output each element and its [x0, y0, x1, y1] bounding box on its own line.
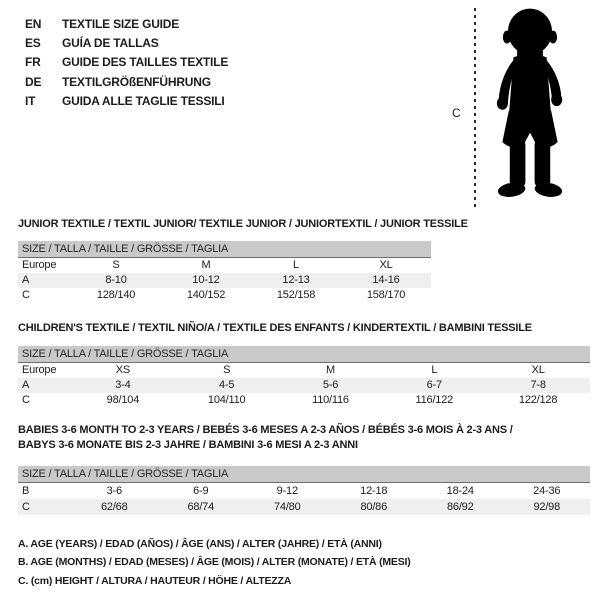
size-value: XL — [531, 364, 545, 376]
age-value: 12-13 — [282, 274, 310, 286]
size-value: M — [326, 364, 335, 376]
age-value: 7-8 — [530, 379, 546, 391]
table-row: C 128/140 140/152 152/158 158/170 — [18, 288, 431, 303]
language-code: ES — [25, 36, 41, 51]
table-row: C 62/68 68/74 74/80 80/86 86/92 92/98 — [18, 499, 590, 515]
height-value: 122/128 — [518, 394, 558, 406]
footnote-b: B. AGE (MONTHS) / EDAD (MESES) / ÂGE (MO… — [18, 556, 411, 569]
language-code: IT — [25, 93, 36, 108]
age-value: 8-10 — [105, 274, 127, 286]
height-value: 158/170 — [366, 289, 406, 301]
age-value: 6-9 — [193, 485, 209, 497]
height-value: 62/68 — [100, 501, 128, 513]
language-title: GUÍA DE TALLAS — [62, 36, 159, 51]
junior-size-table: SIZE / TALLA / TAILLE / GRÖSSE / TAGLIA … — [18, 241, 431, 303]
children-section-title: CHILDREN'S TEXTILE / TEXTIL NIÑO/A / TEX… — [18, 322, 532, 334]
row-label: Europe — [22, 259, 57, 271]
table-row: C 98/104 104/110 110/116 116/122 122/128 — [18, 393, 590, 408]
footnote-a: A. AGE (YEARS) / EDAD (AÑOS) / ÂGE (ANS)… — [18, 538, 382, 550]
language-code: DE — [25, 74, 42, 89]
height-value: 68/74 — [187, 501, 215, 513]
height-value: 80/86 — [360, 501, 388, 513]
table-row: B 3-6 6-9 9-12 12-18 18-24 24-36 — [18, 483, 590, 499]
row-label: C — [22, 394, 30, 406]
children-size-table: SIZE / TALLA / TAILLE / GRÖSSE / TAGLIA … — [18, 346, 590, 408]
language-list: EN TEXTILE SIZE GUIDE ES GUÍA DE TALLAS FR… — [25, 15, 228, 111]
language-title: GUIDA ALLE TAGLIE TESSILI — [62, 93, 225, 108]
size-value: S — [223, 364, 231, 376]
size-value: XS — [115, 364, 131, 376]
age-value: 4-5 — [219, 379, 235, 391]
size-value: L — [431, 364, 438, 376]
table-row: A 8-10 10-12 12-13 14-16 — [18, 273, 431, 288]
language-item-it: IT GUIDA ALLE TAGLIE TESSILI — [25, 92, 228, 111]
language-item-de: DE TEXTILGRÖßENFÜHRUNG — [25, 73, 228, 92]
height-value: 116/122 — [415, 394, 454, 406]
height-value: 110/116 — [312, 394, 349, 406]
size-value: M — [201, 259, 211, 271]
babies-title-line2: BABYS 3-6 MONATE BIS 2-3 JAHRE / BAMBINI… — [18, 439, 358, 451]
age-value: 3-4 — [115, 379, 131, 391]
height-value: 140/152 — [186, 289, 226, 301]
language-title: GUIDE DES TAILLES TEXTILE — [62, 55, 229, 70]
age-value: 9-12 — [276, 485, 298, 497]
age-value: 3-6 — [106, 485, 123, 497]
row-label: C — [22, 289, 30, 301]
size-header-bar: SIZE / TALLA / TAILLE / GRÖSSE / TAGLIA — [18, 346, 590, 363]
height-measure-line — [474, 8, 476, 208]
height-value: 152/158 — [276, 289, 316, 301]
babies-size-table: SIZE / TALLA / TAILLE / GRÖSSE / TAGLIA … — [18, 466, 590, 515]
babies-title-line1: BABIES 3-6 MONTH TO 2-3 YEARS / BEBÉS 3-… — [18, 424, 513, 436]
table-row: Europe S M L XL — [18, 258, 431, 273]
footnote-c: C. (cm) HEIGHT / ALTURA / HAUTEUR / HÖHE… — [18, 574, 292, 587]
age-value: 14-16 — [372, 274, 400, 286]
language-item-fr: FR GUIDE DES TAILLES TEXTILE — [25, 53, 228, 72]
age-value: 5-6 — [322, 379, 339, 391]
language-title: TEXTILGRÖßENFÜHRUNG — [62, 74, 211, 89]
row-label: B — [22, 485, 30, 497]
row-label: A — [22, 274, 30, 286]
row-label: C — [22, 501, 30, 513]
age-value: 24-36 — [533, 485, 561, 497]
language-title: TEXTILE SIZE GUIDE — [62, 17, 180, 31]
junior-section-title: JUNIOR TEXTILE / TEXTIL JUNIOR/ TEXTILE … — [18, 218, 468, 230]
height-value: 92/98 — [533, 501, 561, 513]
language-item-en: EN TEXTILE SIZE GUIDE — [25, 15, 228, 34]
age-value: 12-18 — [360, 485, 388, 497]
row-label: Europe — [22, 364, 57, 376]
age-value: 18-24 — [446, 485, 474, 497]
table-row: A 3-4 4-5 5-6 6-7 7-8 — [18, 378, 590, 393]
baby-silhouette-icon — [496, 8, 563, 197]
size-header-bar: SIZE / TALLA / TAILLE / GRÖSSE / TAGLIA — [18, 466, 590, 483]
size-value: XL — [379, 259, 393, 271]
age-value: 10-12 — [192, 274, 220, 286]
size-value: L — [293, 259, 299, 271]
size-value: S — [112, 259, 120, 271]
language-code: FR — [25, 55, 41, 70]
babies-section-title: BABIES 3-6 MONTH TO 2-3 YEARS / BEBÉS 3-… — [18, 423, 583, 453]
size-header-bar: SIZE / TALLA / TAILLE / GRÖSSE / TAGLIA — [18, 241, 431, 258]
table-row: Europe XS S M L XL — [18, 363, 590, 378]
age-value: 6-7 — [426, 379, 443, 391]
height-value: 98/104 — [106, 394, 140, 406]
row-label: A — [22, 379, 30, 391]
height-value: 74/80 — [273, 501, 301, 513]
legend: A. AGE (YEARS) / EDAD (AÑOS) / ÂGE (ANS)… — [18, 535, 411, 590]
height-measure-label: C — [452, 106, 461, 120]
height-value: 104/110 — [207, 394, 246, 406]
height-value: 86/92 — [446, 501, 474, 513]
language-code: EN — [25, 17, 42, 31]
height-value: 128/140 — [96, 289, 136, 301]
language-item-es: ES GUÍA DE TALLAS — [25, 34, 228, 53]
